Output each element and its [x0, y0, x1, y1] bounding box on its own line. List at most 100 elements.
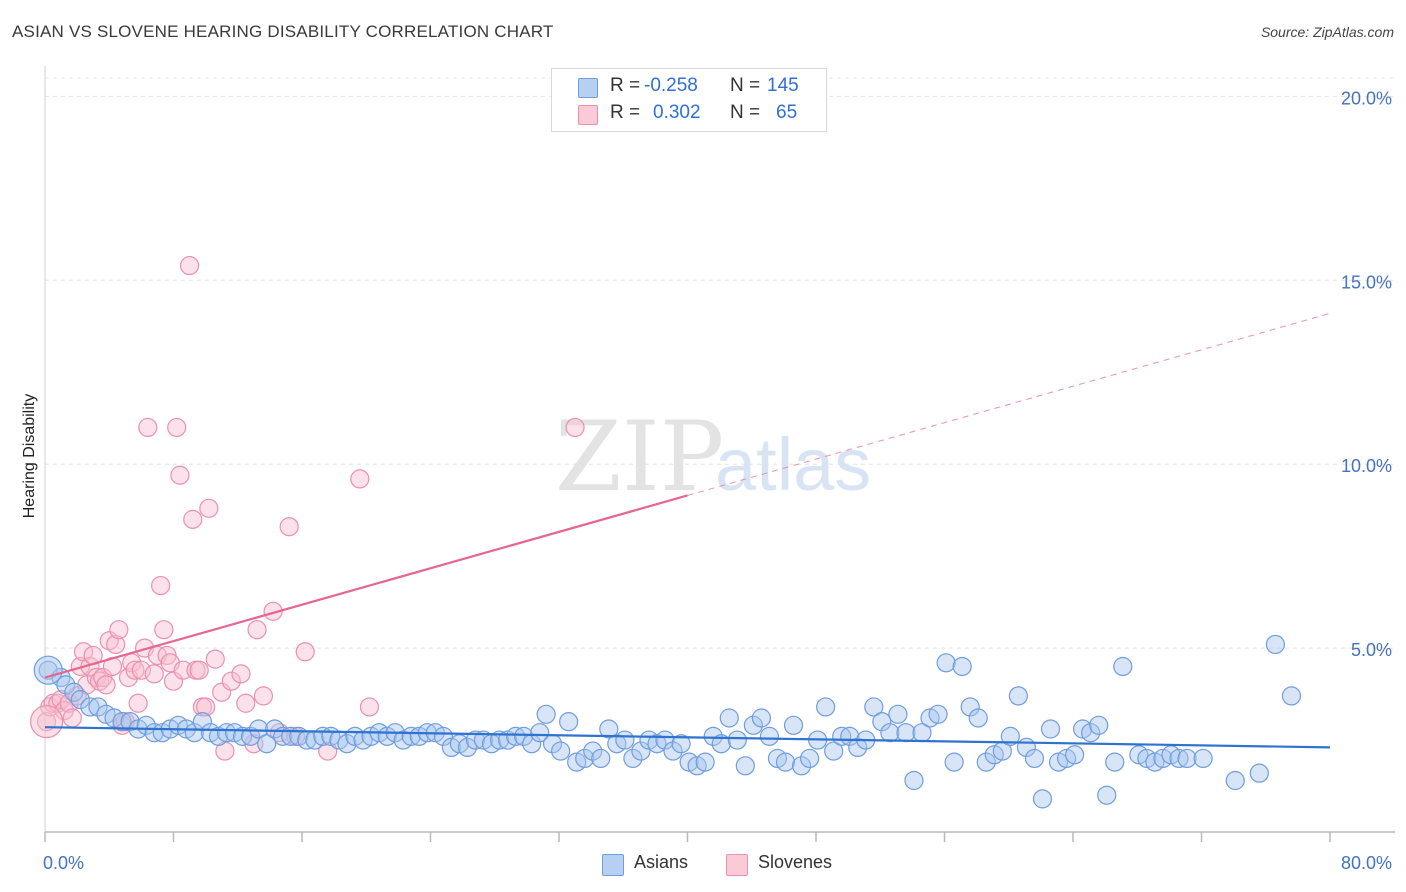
slovenes-point — [86, 667, 107, 688]
slovenes-point — [138, 417, 158, 438]
asians-point — [64, 682, 84, 702]
asians-point — [751, 708, 771, 728]
asians-point — [514, 726, 534, 746]
asians-legend-label: Asians — [634, 852, 689, 872]
asians-point — [241, 726, 261, 746]
asians-point — [896, 723, 916, 743]
x-tick-label: 0.0% — [43, 853, 84, 873]
asians-point — [623, 748, 643, 769]
asians-point — [952, 656, 972, 677]
asians-point — [1169, 748, 1189, 769]
asians-point — [1225, 770, 1245, 791]
y-axis-title: Hearing Disability — [21, 394, 38, 519]
y-tick-label: 20.0% — [1341, 88, 1392, 108]
asians-point — [599, 719, 619, 739]
asians-point — [759, 726, 780, 746]
trend-lines — [44, 312, 1331, 749]
watermark-atlas: atlas — [715, 423, 871, 506]
asians-r-value: -0.258 — [644, 75, 698, 96]
slovenes-point — [350, 469, 370, 489]
asians-point — [615, 730, 635, 750]
asians-point — [944, 752, 964, 772]
asians-point — [663, 741, 683, 761]
slovenes-legend-swatch — [726, 854, 748, 876]
slovenes-trend-extension — [687, 312, 1331, 496]
asians-point — [848, 737, 868, 758]
slovenes-point — [167, 417, 187, 438]
asians-point — [591, 748, 611, 769]
asians-point — [1024, 748, 1045, 769]
slovenes-point — [295, 642, 315, 662]
slovenes-point — [151, 575, 171, 596]
slovenes-point — [144, 664, 164, 684]
asians-point — [872, 712, 892, 732]
slovenes-point — [62, 708, 82, 728]
asians-legend-swatch — [602, 854, 624, 876]
slovenes-point — [212, 682, 232, 702]
asians-points — [33, 634, 1302, 809]
slovenes-points — [30, 255, 585, 761]
slovenes-point — [106, 634, 126, 655]
asians-point — [928, 704, 948, 724]
asians-point — [703, 726, 723, 746]
grid — [45, 77, 1395, 649]
slovenes-point — [131, 660, 151, 680]
asians-point — [936, 653, 956, 673]
asians-point — [1032, 789, 1053, 809]
chart-title: ASIAN VS SLOVENE HEARING DISABILITY CORR… — [12, 22, 554, 41]
asians-point — [671, 734, 691, 754]
asians-point — [489, 730, 510, 750]
asians-point — [976, 752, 996, 772]
slovenes-point — [196, 697, 216, 717]
asians-point — [265, 719, 285, 739]
asians-point — [824, 741, 844, 761]
slovenes-point — [231, 664, 251, 684]
y-tick-label: 5.0% — [1351, 640, 1392, 660]
asians-point — [216, 723, 237, 743]
slovenes-r-label: R = — [610, 102, 641, 123]
asians-point — [536, 704, 556, 724]
asians-point — [1097, 785, 1117, 805]
asians-point — [184, 723, 204, 743]
asians-point — [1265, 634, 1285, 655]
slovenes-point — [128, 693, 148, 713]
slovenes-point — [183, 509, 203, 529]
asians-point — [88, 697, 108, 717]
asians-point — [695, 752, 715, 772]
asians-point — [1177, 748, 1197, 769]
x-tick-label: 80.0% — [1341, 853, 1392, 873]
slovenes-point — [163, 671, 184, 691]
slovenes-point — [170, 465, 190, 485]
asians-n-label: N = — [730, 75, 761, 96]
slovenes-point — [565, 417, 585, 438]
asians-point — [1193, 748, 1213, 769]
asians-point — [1281, 686, 1302, 706]
asians-swatch — [578, 78, 598, 98]
source-credit: Source: ZipAtlas.com — [1260, 24, 1394, 40]
legend-row-asians: R = -0.258 N = 145 — [552, 75, 826, 101]
y-tick-label: 15.0% — [1341, 272, 1392, 292]
slovenes-point — [90, 671, 110, 691]
asians-point-large — [33, 655, 63, 685]
slovenes-point — [109, 620, 129, 640]
asians-point — [433, 726, 453, 746]
slovenes-trend-line — [44, 494, 688, 679]
asians-point — [112, 712, 132, 732]
asians-point — [799, 748, 820, 769]
asians-point — [457, 737, 478, 758]
slovenes-point — [96, 675, 116, 695]
asians-point — [559, 712, 579, 732]
asians-point — [70, 689, 90, 710]
slovenes-point — [221, 671, 241, 691]
asians-point — [1008, 686, 1028, 706]
asians-point — [249, 719, 269, 739]
asians-point — [743, 715, 763, 735]
asians-point — [1089, 715, 1109, 735]
slovenes-legend-label: Slovenes — [758, 852, 833, 872]
asians-point — [727, 730, 747, 750]
asians-point — [711, 734, 731, 754]
asians-point — [816, 697, 836, 717]
asians-point — [631, 741, 651, 761]
asians-point — [1081, 723, 1101, 743]
asians-point — [1249, 763, 1269, 783]
